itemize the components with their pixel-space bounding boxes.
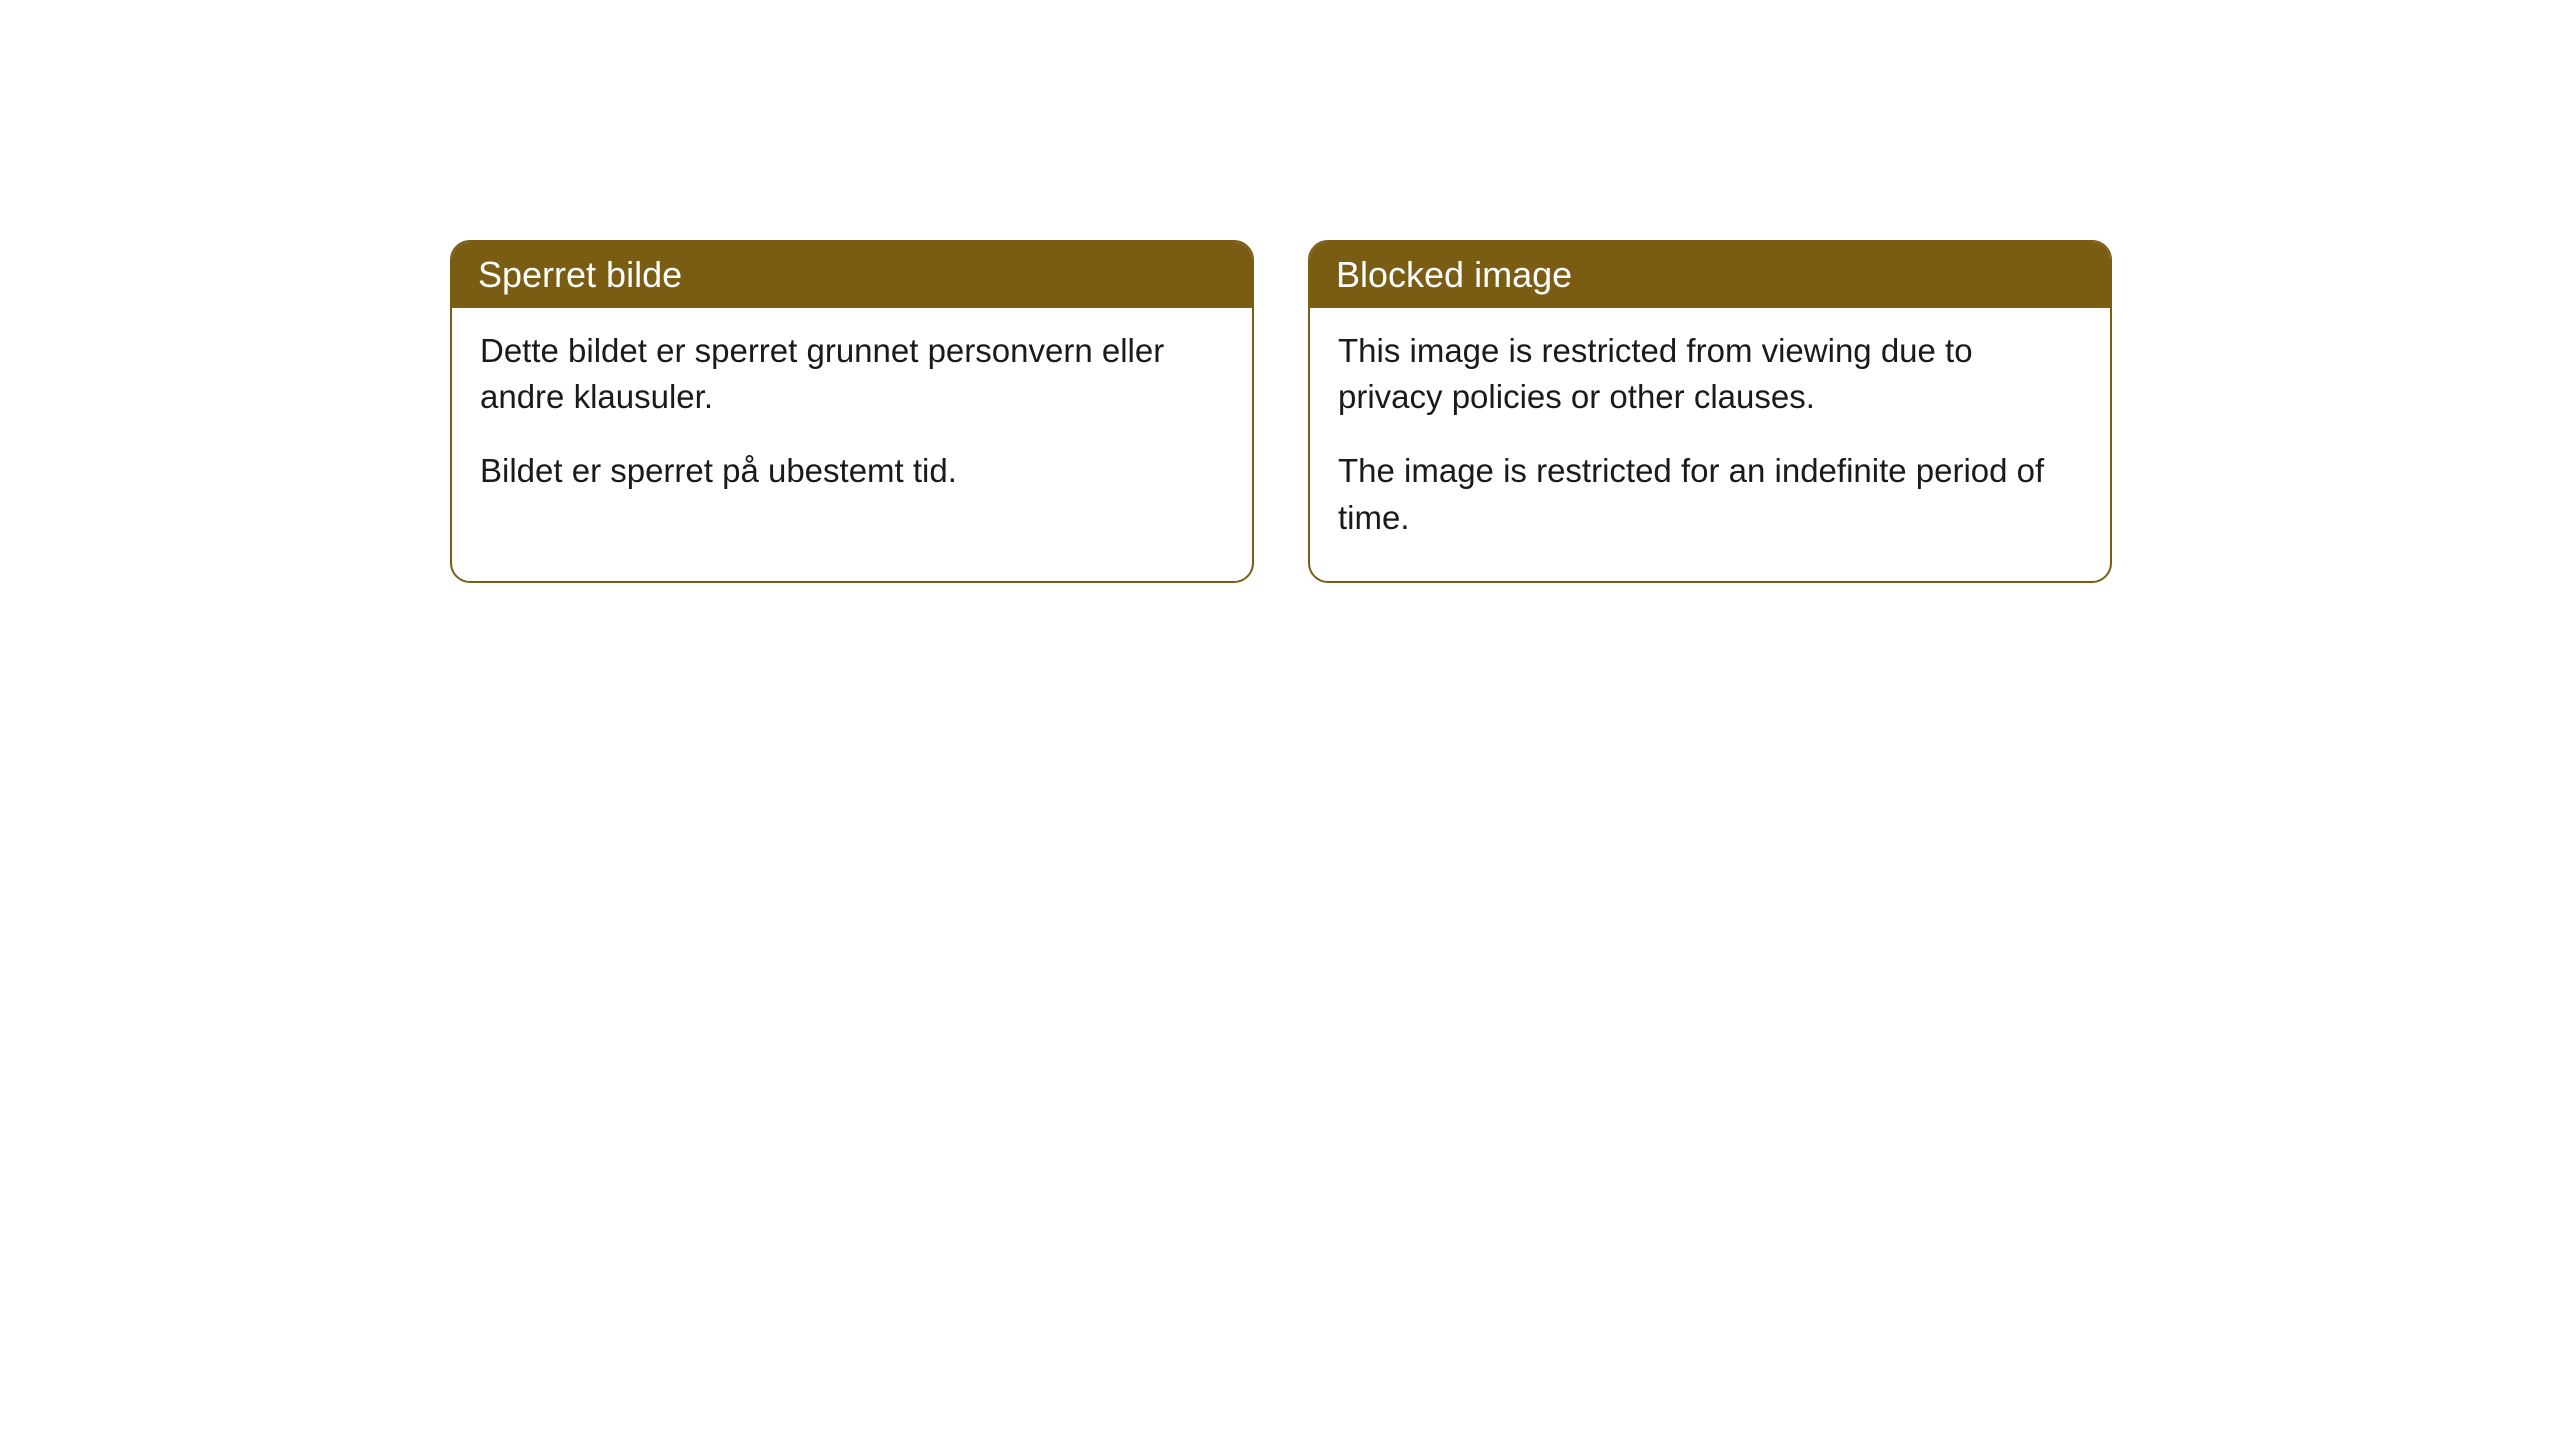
card-header: Sperret bilde (452, 242, 1252, 308)
card-body: This image is restricted from viewing du… (1310, 308, 2110, 581)
notice-cards-container: Sperret bilde Dette bildet er sperret gr… (450, 240, 2560, 583)
card-title: Blocked image (1336, 254, 1572, 295)
card-paragraph: Dette bildet er sperret grunnet personve… (480, 328, 1224, 420)
card-paragraph: Bildet er sperret på ubestemt tid. (480, 448, 1224, 494)
card-body: Dette bildet er sperret grunnet personve… (452, 308, 1252, 535)
notice-card-english: Blocked image This image is restricted f… (1308, 240, 2112, 583)
notice-card-norwegian: Sperret bilde Dette bildet er sperret gr… (450, 240, 1254, 583)
card-paragraph: The image is restricted for an indefinit… (1338, 448, 2082, 540)
card-title: Sperret bilde (478, 254, 682, 295)
card-header: Blocked image (1310, 242, 2110, 308)
card-paragraph: This image is restricted from viewing du… (1338, 328, 2082, 420)
